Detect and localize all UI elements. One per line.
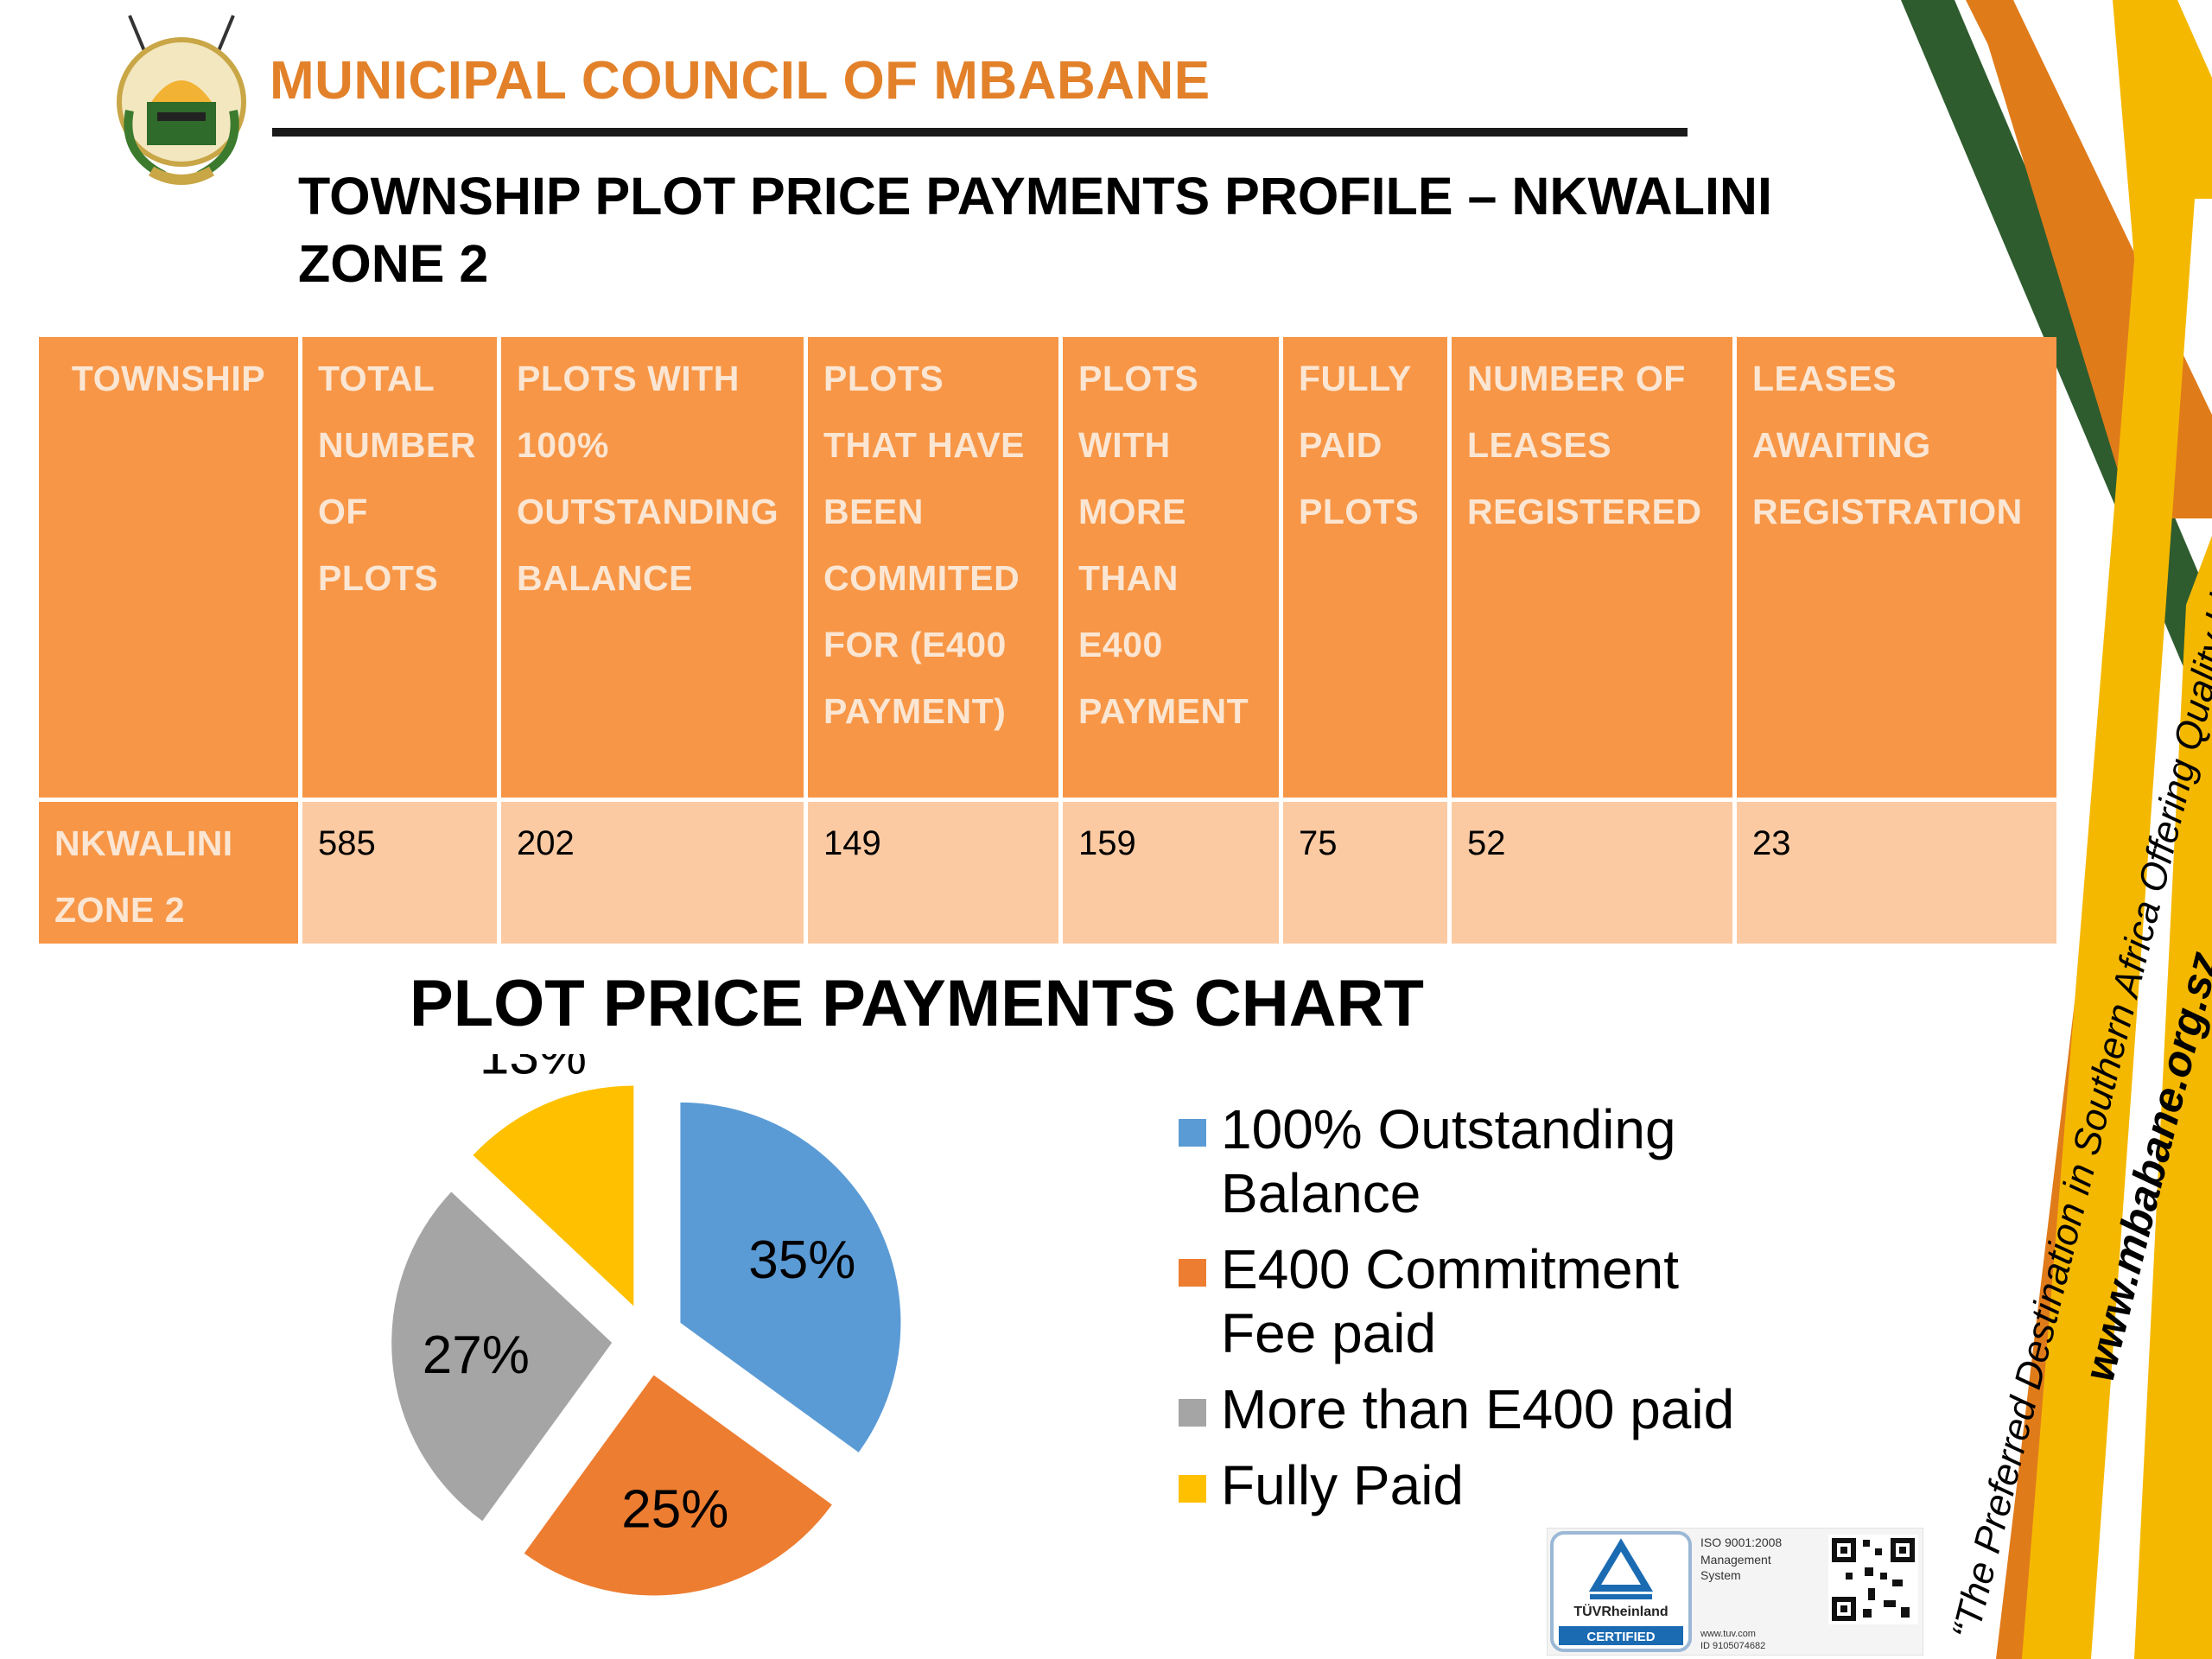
column-header: PLOTS WITH MORE THAN E400 PAYMENT: [1063, 337, 1279, 798]
column-header: TOTAL NUMBER OF PLOTS: [302, 337, 497, 798]
tuv-certification-badge: TÜVRheinland CERTIFIED ISO 9001:2008 Man…: [1547, 1528, 1923, 1656]
municipal-crest-logo: [117, 15, 246, 185]
pie-data-label: 35%: [748, 1230, 855, 1290]
column-header: NUMBER OF LEASES REGISTERED: [1452, 337, 1732, 798]
column-header: LEASES AWAITING REGISTRATION: [1737, 337, 2056, 798]
legend-swatch: [1179, 1119, 1206, 1147]
header-divider: [272, 128, 1688, 137]
legend-swatch: [1179, 1399, 1206, 1427]
pie-data-label: 27%: [423, 1325, 530, 1385]
column-header: PLOTS WITH 100% OUTSTANDING BALANCE: [501, 337, 804, 798]
table-cell: 202: [501, 802, 804, 944]
legend-item: 100% Outstanding Balance: [1173, 1097, 1761, 1225]
tuv-id-text: ID 9105074682: [1700, 1641, 1765, 1651]
yellow-stripe-right: [2134, 536, 2212, 1659]
pie-slice-1: [680, 1102, 901, 1452]
legend-item: E400 Commitment Fee paid: [1173, 1237, 1761, 1365]
table-cell: 75: [1283, 802, 1447, 944]
table-cell: 585: [302, 802, 497, 944]
iso-standard-text: ISO 9001:2008: [1700, 1535, 1782, 1549]
legend-label: 100% Outstanding Balance: [1221, 1098, 1676, 1224]
table-cell: 52: [1452, 802, 1732, 944]
column-header: TOWNSHIP: [39, 337, 298, 798]
legend-label: More than E400 paid: [1221, 1378, 1735, 1440]
certified-label: CERTIFIED: [1586, 1630, 1655, 1644]
page-title: TOWNSHIP PLOT PRICE PAYMENTS PROFILE – N…: [298, 167, 1772, 293]
column-header: PLOTS THAT HAVE BEEN COMMITED FOR (E400 …: [808, 337, 1058, 798]
table-cell: 23: [1737, 802, 2056, 944]
legend-label: Fully Paid: [1221, 1454, 1464, 1516]
legend-swatch: [1179, 1259, 1206, 1287]
table-cell: 149: [808, 802, 1058, 944]
plot-payments-table: TOWNSHIP TOTAL NUMBER OF PLOTS PLOTS WIT…: [35, 333, 2061, 948]
table-row: NKWALINI ZONE 2 585 202 149 159 75 52 23: [39, 802, 2056, 944]
legend-swatch: [1179, 1475, 1206, 1503]
qr-code-icon: [1828, 1535, 1918, 1624]
pie-slice-3: [391, 1192, 613, 1522]
pie-data-label: 13%: [480, 1054, 587, 1086]
table-header-row: TOWNSHIP TOTAL NUMBER OF PLOTS PLOTS WIT…: [39, 337, 2056, 798]
legend-label: E400 Commitment Fee paid: [1221, 1238, 1679, 1364]
row-header-cell: NKWALINI ZONE 2: [39, 802, 298, 944]
chart-legend: 100% Outstanding Balance E400 Commitment…: [1173, 1097, 1761, 1529]
legend-item: Fully Paid: [1173, 1453, 1761, 1517]
pie-chart: 35% 25% 27% 13%: [391, 1054, 901, 1596]
column-header: FULLY PAID PLOTS: [1283, 337, 1447, 798]
management-text: Management: [1700, 1553, 1771, 1567]
table-cell: 159: [1063, 802, 1279, 944]
system-text: System: [1700, 1568, 1741, 1582]
tuv-url-text: www.tuv.com: [1700, 1629, 1756, 1639]
pie-data-label: 25%: [621, 1480, 728, 1540]
tuv-triangle-icon: [1588, 1538, 1654, 1592]
legend-item: More than E400 paid: [1173, 1377, 1761, 1441]
chart-title: PLOT PRICE PAYMENTS CHART: [410, 967, 1424, 1040]
tuv-brand-text: TÜVRheinland: [1573, 1603, 1668, 1619]
org-name: MUNICIPAL COUNCIL OF MBABANE: [270, 51, 1211, 111]
pie-slice-2: [524, 1375, 832, 1596]
yellow-stripe: [2022, 0, 2212, 1659]
pie-slice-4: [473, 1085, 634, 1306]
